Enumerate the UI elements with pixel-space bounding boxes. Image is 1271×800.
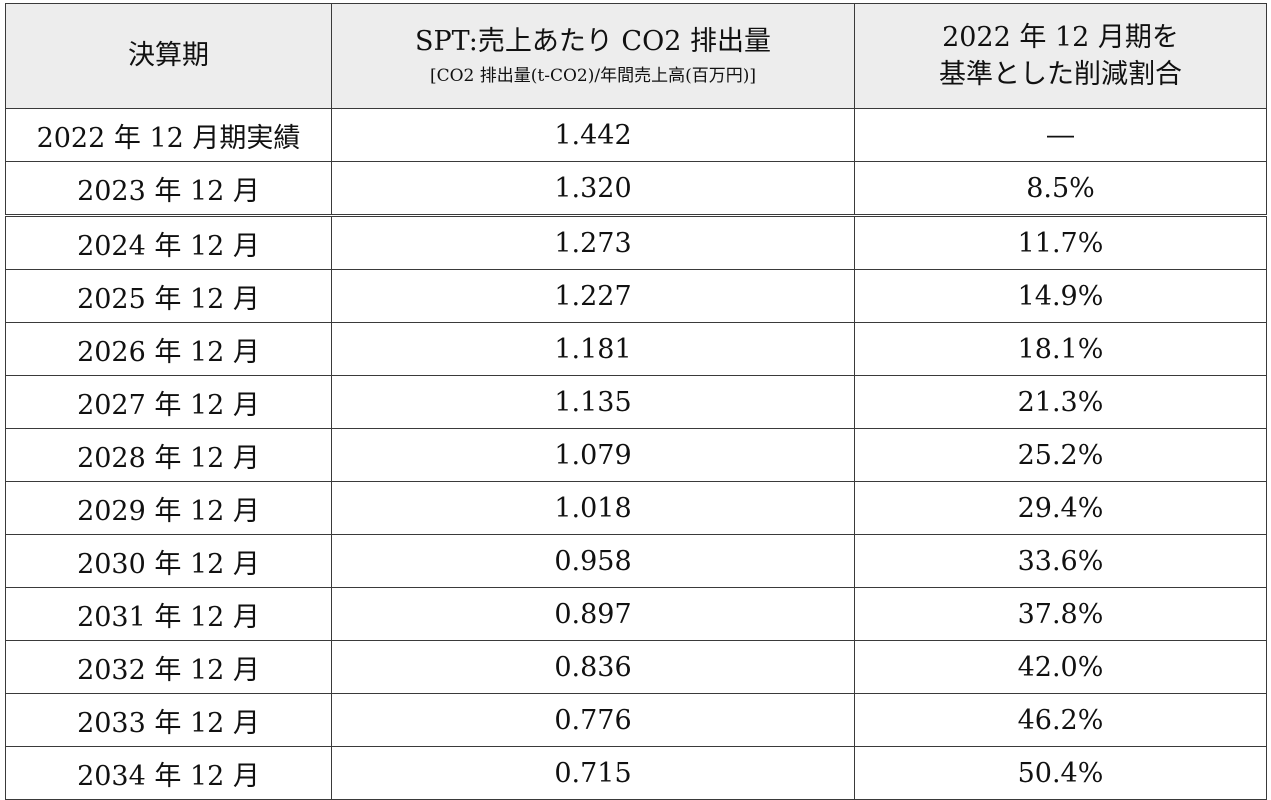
cell-period: 2027 年 12 月 [5, 375, 332, 429]
co2-target-table: 決算期 SPT:売上あたり CO2 排出量 [CO2 排出量(t-CO2)/年間… [5, 3, 1267, 800]
cell-spt: 1.320 [331, 161, 855, 217]
cell-reduction: 29.4% [854, 481, 1267, 535]
cell-period: 2029 年 12 月 [5, 481, 332, 535]
cell-period: 2024 年 12 月 [5, 215, 332, 270]
cell-reduction: 18.1% [854, 322, 1267, 376]
cell-reduction: 25.2% [854, 428, 1267, 482]
cell-period: 2026 年 12 月 [5, 322, 332, 376]
cell-spt: 0.958 [331, 534, 855, 588]
table-body: 2022 年 12 月期実績 1.442 ― 2023 年 12 月 1.320… [5, 108, 1267, 800]
cell-period: 2031 年 12 月 [5, 587, 332, 641]
table-row: 2027 年 12 月 1.135 21.3% [5, 375, 1267, 429]
cell-spt: 0.836 [331, 640, 855, 694]
cell-period: 2033 年 12 月 [5, 693, 332, 747]
cell-reduction: 8.5% [854, 161, 1267, 217]
header-spt-unit: [CO2 排出量(t-CO2)/年間売上高(百万円)] [429, 65, 757, 86]
cell-spt: 1.135 [331, 375, 855, 429]
table-row: 2032 年 12 月 0.836 42.0% [5, 640, 1267, 694]
table-row: 2030 年 12 月 0.958 33.6% [5, 534, 1267, 588]
cell-period: 2032 年 12 月 [5, 640, 332, 694]
cell-spt: 0.776 [331, 693, 855, 747]
cell-reduction: 46.2% [854, 693, 1267, 747]
header-reduction: 2022 年 12 月期を 基準とした削減割合 [854, 3, 1267, 109]
cell-reduction: 14.9% [854, 269, 1267, 323]
cell-period: 2028 年 12 月 [5, 428, 332, 482]
table-row: 2031 年 12 月 0.897 37.8% [5, 587, 1267, 641]
cell-spt: 1.181 [331, 322, 855, 376]
cell-reduction: 42.0% [854, 640, 1267, 694]
cell-period: 2034 年 12 月 [5, 746, 332, 800]
cell-reduction: 37.8% [854, 587, 1267, 641]
header-row: 決算期 SPT:売上あたり CO2 排出量 [CO2 排出量(t-CO2)/年間… [5, 3, 1267, 109]
table-row: 2034 年 12 月 0.715 50.4% [5, 746, 1267, 800]
cell-reduction: 50.4% [854, 746, 1267, 800]
cell-period: 2025 年 12 月 [5, 269, 332, 323]
header-period: 決算期 [5, 3, 332, 109]
header-reduction-line1: 2022 年 12 月期を [942, 21, 1179, 53]
header-period-label: 決算期 [128, 40, 209, 72]
cell-reduction: 21.3% [854, 375, 1267, 429]
table-header: 決算期 SPT:売上あたり CO2 排出量 [CO2 排出量(t-CO2)/年間… [5, 3, 1267, 109]
table-row: 2023 年 12 月 1.320 8.5% [5, 161, 1267, 217]
header-spt-title: SPT:売上あたり CO2 排出量 [415, 25, 771, 57]
cell-reduction: ― [854, 108, 1267, 162]
table-row: 2028 年 12 月 1.079 25.2% [5, 428, 1267, 482]
cell-spt: 1.018 [331, 481, 855, 535]
cell-period: 2022 年 12 月期実績 [5, 108, 332, 162]
header-reduction-line2: 基準とした削減割合 [939, 59, 1182, 90]
table-row: 2022 年 12 月期実績 1.442 ― [5, 108, 1267, 162]
cell-spt: 1.079 [331, 428, 855, 482]
cell-reduction: 33.6% [854, 534, 1267, 588]
cell-spt: 1.442 [331, 108, 855, 162]
table-row: 2024 年 12 月 1.273 11.7% [5, 215, 1267, 270]
table-row: 2025 年 12 月 1.227 14.9% [5, 269, 1267, 323]
cell-spt: 1.273 [331, 215, 855, 270]
table-row: 2029 年 12 月 1.018 29.4% [5, 481, 1267, 535]
table-row: 2033 年 12 月 0.776 46.2% [5, 693, 1267, 747]
cell-period: 2023 年 12 月 [5, 161, 332, 217]
cell-spt: 0.897 [331, 587, 855, 641]
cell-spt: 0.715 [331, 746, 855, 800]
cell-period: 2030 年 12 月 [5, 534, 332, 588]
table-row: 2026 年 12 月 1.181 18.1% [5, 322, 1267, 376]
header-spt: SPT:売上あたり CO2 排出量 [CO2 排出量(t-CO2)/年間売上高(… [331, 3, 855, 109]
cell-reduction: 11.7% [854, 215, 1267, 270]
cell-spt: 1.227 [331, 269, 855, 323]
